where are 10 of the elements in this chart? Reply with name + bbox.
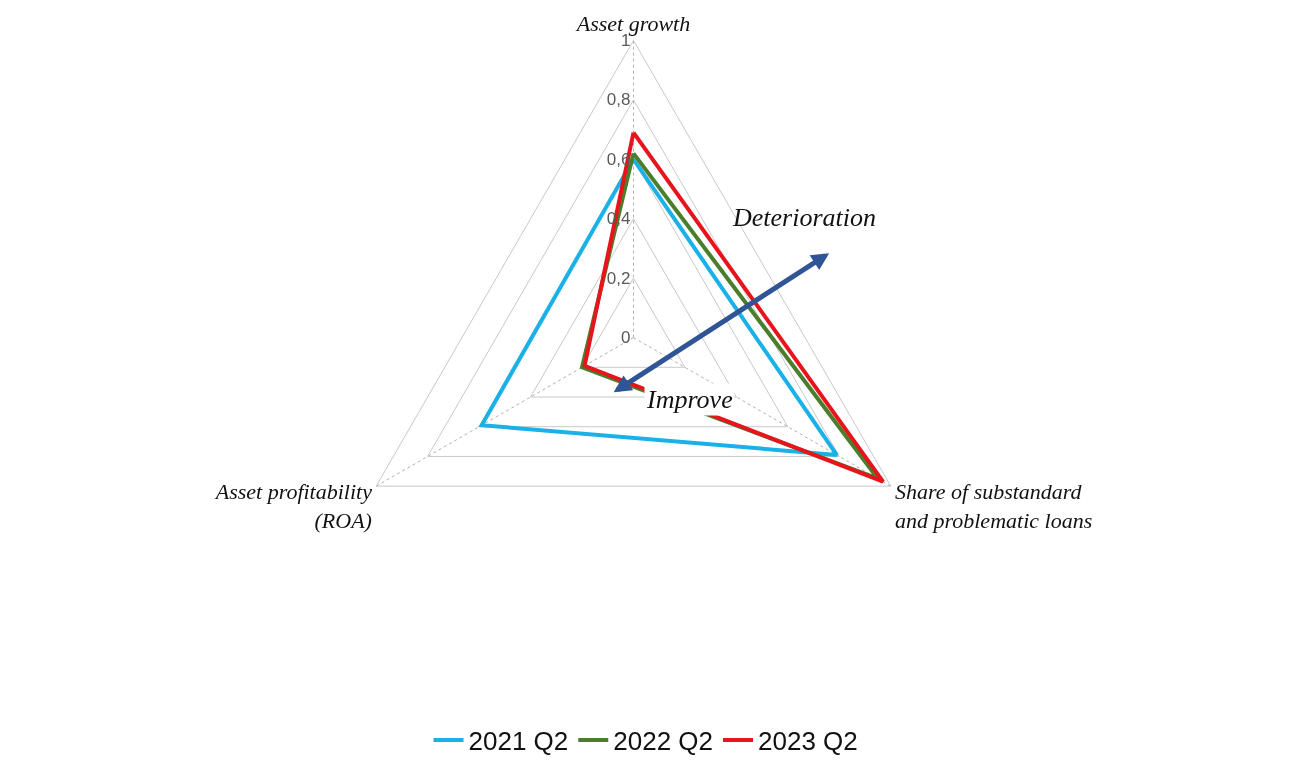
spoke-label: Share of substandard and problematic loans <box>895 479 1093 533</box>
spoke-label: Asset profitability (ROA) <box>213 479 373 533</box>
legend-label: 2022 Q2 <box>613 726 713 757</box>
text: Improve <box>646 385 733 414</box>
text: Deterioration <box>732 203 876 232</box>
y-tick-label: 0,8 <box>606 90 631 110</box>
legend-label: 2023 Q2 <box>758 726 858 757</box>
legend-label: 2021 Q2 <box>468 726 569 757</box>
y-tick-label: 0 <box>620 328 631 348</box>
y-tick-label: 0,2 <box>606 268 631 288</box>
